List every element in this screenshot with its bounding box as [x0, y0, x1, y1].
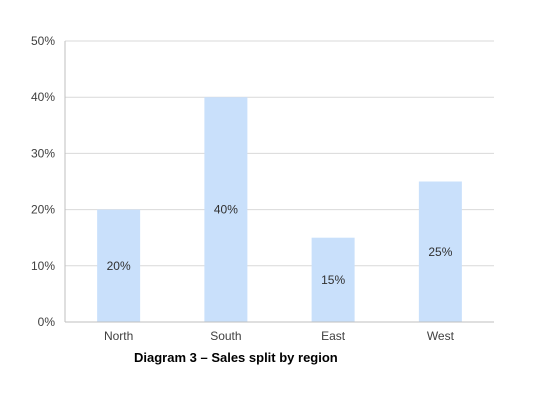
- bars: [97, 97, 462, 322]
- x-tick-label: West: [427, 329, 455, 343]
- bar-east: [311, 237, 355, 322]
- x-tick-label: East: [321, 329, 346, 343]
- y-axis-ticks: 0% 10% 20% 30% 40% 50%: [31, 34, 55, 329]
- y-tick-label: 10%: [31, 259, 55, 273]
- bar-west: [418, 181, 462, 322]
- bar-north: [97, 209, 141, 322]
- y-tick-label: 40%: [31, 90, 55, 104]
- data-label-south: 40%: [214, 203, 238, 217]
- x-axis-ticks: North South East West: [104, 329, 455, 343]
- x-tick-label: South: [210, 329, 241, 343]
- chart-caption: Diagram 3 – Sales split by region: [134, 350, 338, 365]
- data-label-west: 25%: [428, 245, 452, 259]
- data-labels: 20% 40% 15% 25%: [107, 203, 453, 287]
- x-tick-label: North: [104, 329, 133, 343]
- y-tick-label: 20%: [31, 203, 55, 217]
- data-label-north: 20%: [107, 259, 131, 273]
- data-label-east: 15%: [321, 273, 345, 287]
- y-tick-label: 0%: [38, 315, 56, 329]
- y-tick-label: 30%: [31, 146, 55, 160]
- bar-south: [204, 97, 248, 322]
- y-tick-label: 50%: [31, 34, 55, 48]
